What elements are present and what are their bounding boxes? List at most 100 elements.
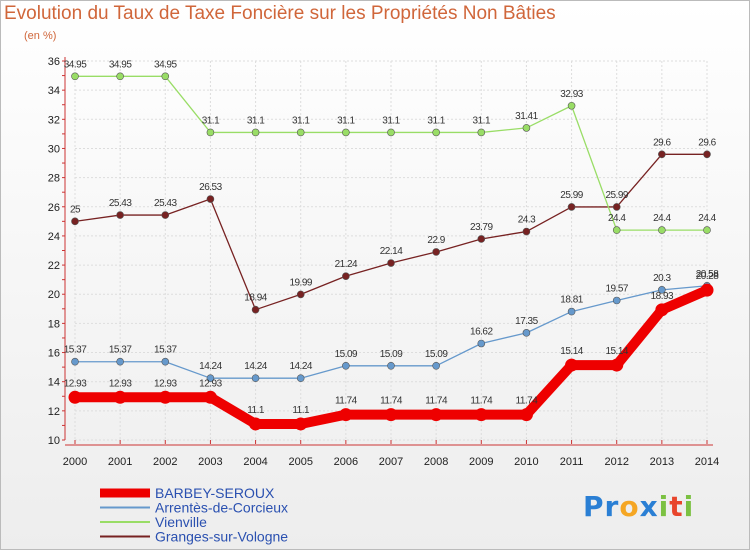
point-2-11	[567, 101, 576, 110]
data-label-2-7: 31.1	[382, 115, 400, 126]
y-tick-label: 22	[48, 260, 60, 272]
point-2-7	[387, 128, 395, 137]
logo-letter: i	[683, 490, 695, 523]
logo-letter: i	[658, 490, 670, 523]
x-tick-label: 2005	[288, 456, 312, 468]
data-label-1-2: 15.37	[154, 345, 177, 356]
data-label-2-1: 34.95	[109, 59, 132, 70]
point-0-0	[68, 390, 82, 404]
point-1-4	[251, 374, 260, 382]
data-label-0-8: 11.74	[425, 396, 448, 407]
point-3-8	[432, 248, 440, 256]
point-0-13	[655, 303, 669, 317]
point-0-5	[294, 417, 308, 431]
data-label-3-13: 29.6	[653, 137, 671, 148]
data-label-1-1: 15.37	[109, 345, 132, 356]
data-label-3-3: 26.53	[199, 182, 222, 193]
data-label-3-12: 25.99	[605, 190, 628, 201]
data-label-3-5: 19.99	[289, 277, 312, 288]
data-label-2-0: 34.95	[64, 59, 87, 70]
data-label-1-10: 17.35	[515, 316, 538, 327]
point-1-2	[161, 357, 170, 366]
data-label-1-3: 14.24	[199, 361, 222, 372]
legend-label-3: Granges-sur-Vologne	[155, 529, 288, 545]
point-0-4	[249, 417, 263, 431]
y-tick-label: 28	[48, 173, 60, 185]
proxiti-logo: Proxiti	[583, 490, 694, 523]
logo-letter: r	[604, 490, 620, 523]
x-tick-label: 2001	[108, 456, 132, 468]
point-3-6	[342, 272, 350, 280]
y-tick-label: 14	[48, 377, 60, 389]
point-1-13	[658, 286, 666, 294]
point-3-4	[251, 305, 260, 314]
point-1-6	[342, 362, 350, 370]
axes: 10 12 14 16 18 20 22 24 26 28 30 32 34 36 2000 2001 2002…	[48, 56, 719, 468]
data-label-3-6: 21.24	[335, 259, 358, 270]
data-label-0-0: 12.93	[64, 378, 87, 389]
data-label-2-3: 31.1	[202, 115, 220, 126]
point-2-5	[296, 128, 305, 137]
point-2-6	[342, 128, 350, 137]
data-label-2-4: 31.1	[247, 115, 265, 126]
data-label-2-14: 24.4	[698, 213, 716, 224]
data-label-1-6: 15.09	[335, 349, 358, 360]
y-tick-label: 16	[48, 348, 60, 360]
data-label-1-0: 15.37	[64, 345, 87, 356]
chart-title: Evolution du Taux de Taxe Foncière sur l…	[4, 3, 556, 24]
point-1-11	[567, 307, 576, 316]
point-2-4	[251, 128, 260, 137]
point-2-14	[703, 226, 711, 234]
y-tick-label: 18	[48, 318, 60, 330]
point-3-13	[658, 150, 666, 159]
point-0-3	[203, 390, 217, 404]
data-label-0-14: 20.28	[696, 271, 719, 282]
point-1-12	[612, 296, 621, 305]
x-tick-label: 2008	[424, 456, 448, 468]
data-label-1-11: 18.81	[560, 295, 583, 306]
point-1-1	[116, 357, 124, 366]
data-label-2-2: 34.95	[154, 59, 177, 70]
data-label-2-10: 31.41	[515, 111, 538, 122]
data-label-0-11: 15.14	[560, 346, 583, 357]
x-tick-label: 2012	[604, 456, 628, 468]
point-2-10	[522, 124, 531, 132]
point-2-0	[71, 72, 79, 81]
point-3-9	[477, 235, 486, 243]
y-tick-label: 26	[48, 202, 60, 214]
logo-letter: x	[639, 490, 659, 523]
data-label-3-7: 22.14	[380, 246, 403, 257]
logo-letter: P	[583, 490, 605, 523]
data-label-1-13: 20.3	[653, 273, 671, 284]
y-tick-label: 34	[48, 85, 60, 97]
point-3-2	[161, 211, 170, 219]
data-label-3-8: 22.9	[427, 235, 445, 246]
data-label-2-13: 24.4	[653, 213, 671, 224]
y-tick-label: 10	[48, 435, 60, 447]
chart-subtitle: (en %)	[24, 30, 57, 42]
data-label-2-8: 31.1	[427, 115, 445, 126]
point-1-0	[71, 357, 79, 366]
point-1-3	[206, 374, 215, 382]
point-3-12	[612, 203, 621, 211]
data-label-0-4: 11.1	[247, 405, 265, 416]
x-tick-label: 2000	[63, 456, 87, 468]
point-1-9	[477, 339, 486, 348]
y-tick-label: 30	[48, 143, 60, 155]
point-3-7	[387, 259, 395, 267]
point-2-13	[658, 226, 666, 234]
y-tick-label: 12	[48, 406, 60, 418]
data-label-0-5: 11.1	[292, 405, 310, 416]
data-labels: 12.93 12.93 12.93 12.93 11.1 11.1 11.74 11.74 11…	[64, 59, 720, 416]
data-label-1-7: 15.09	[380, 349, 403, 360]
point-0-11	[565, 358, 579, 372]
x-tick-label: 2007	[379, 456, 403, 468]
point-0-10	[519, 408, 533, 422]
data-label-3-1: 25.43	[109, 198, 132, 209]
data-label-0-3: 12.93	[199, 378, 222, 389]
legend-label-0: BARBEY-SEROUX	[155, 485, 275, 501]
data-label-1-8: 15.09	[425, 349, 448, 360]
point-2-3	[206, 128, 215, 137]
data-label-1-12: 19.57	[605, 283, 628, 294]
